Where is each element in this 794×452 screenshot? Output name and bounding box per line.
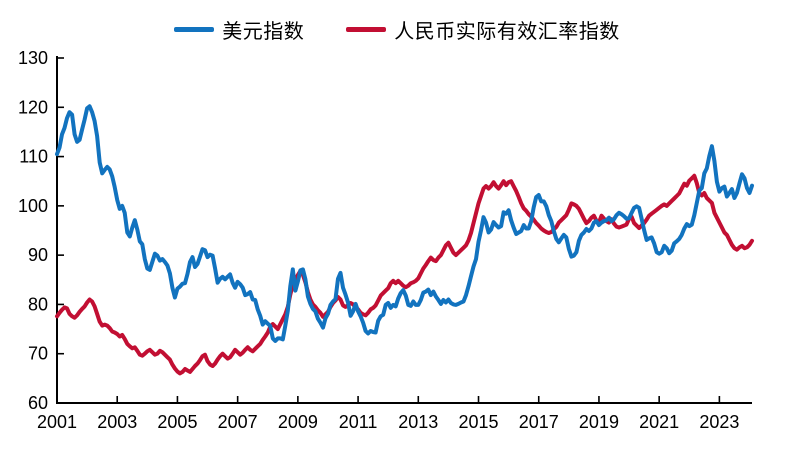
x-tick-label: 2011 — [339, 412, 378, 432]
legend-swatch-usd-index — [174, 26, 215, 32]
legend-label-usd-index: 美元指数 — [222, 20, 305, 43]
y-tick-label: 70 — [28, 344, 48, 364]
legend-item-rmb-reer: 人民币实际有效汇率指数 — [346, 15, 620, 44]
y-tick-label: 120 — [18, 97, 48, 117]
x-tick-label: 2023 — [699, 412, 739, 432]
x-tick-label: 2003 — [97, 412, 137, 432]
y-tick-label: 60 — [28, 393, 48, 413]
y-tick-label: 130 — [18, 48, 48, 68]
y-tick-label: 90 — [28, 245, 48, 265]
x-tick-label: 2005 — [157, 412, 197, 432]
x-tick-label: 2013 — [398, 412, 438, 432]
series-line-usd-index — [55, 104, 754, 343]
chart-legend: 美元指数 人民币实际有效汇率指数 — [0, 14, 794, 44]
legend-swatch-rmb-reer — [346, 26, 387, 32]
x-tick-label: 2015 — [458, 412, 498, 432]
x-tick-label: 2017 — [519, 412, 559, 432]
y-tick-label: 110 — [19, 147, 48, 167]
x-tick-label: 2019 — [579, 412, 619, 432]
x-tick-label: 2021 — [639, 412, 679, 432]
y-tick-label: 100 — [18, 196, 48, 216]
legend-label-rmb-reer: 人民币实际有效汇率指数 — [394, 20, 620, 43]
x-tick-label: 2009 — [278, 412, 318, 432]
y-tick-label: 80 — [28, 294, 48, 314]
x-tick-label: 2007 — [218, 412, 258, 432]
legend-item-usd-index: 美元指数 — [174, 15, 304, 44]
x-tick-label: 2001 — [37, 412, 77, 432]
series-line-rmb-reer — [55, 173, 754, 376]
